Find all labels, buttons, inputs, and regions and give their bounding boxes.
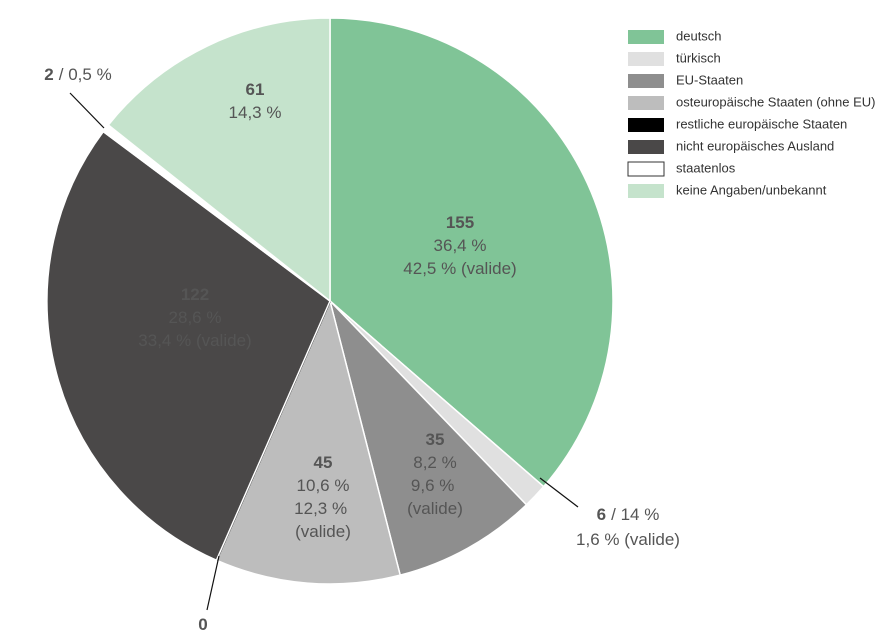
legend-label: nicht europäisches Ausland	[676, 138, 834, 153]
slice-valid: 1,6 % (valide)	[576, 530, 680, 549]
legend-swatch	[628, 96, 664, 110]
legend-swatch	[628, 184, 664, 198]
slice-count: 2	[44, 65, 53, 84]
slice-valid: 33,4 % (valide)	[138, 331, 251, 350]
legend-label: keine Angaben/unbekannt	[676, 182, 827, 197]
legend-swatch	[628, 74, 664, 88]
pie-slice	[328, 298, 528, 577]
slice-percent: 14,3 %	[229, 103, 282, 122]
slice-percent: 36,4 %	[434, 236, 487, 255]
slice-valid: 42,5 % (valide)	[403, 259, 516, 278]
leader-line	[539, 477, 579, 508]
slice-count: 45	[314, 453, 333, 472]
pie-slice	[329, 17, 614, 488]
legend-label: restliche europäische Staaten	[676, 116, 847, 131]
slice-count: 6	[597, 505, 606, 524]
legend-label: EU-Staaten	[676, 72, 743, 87]
slice-label: 2 / 0,5 %	[44, 65, 111, 84]
legend-swatch	[628, 30, 664, 44]
slice-valid-line: 9,6 %	[411, 476, 459, 495]
legend-swatch	[628, 140, 664, 154]
slice-count: 35	[426, 430, 445, 449]
slice-valid-line: 12,3 %	[294, 499, 352, 518]
pie-slice	[46, 130, 331, 562]
legend-swatch	[627, 161, 665, 177]
legend-label: deutsch	[676, 28, 722, 43]
slice-valid-line: (valide)	[407, 499, 463, 518]
slice-label: 6 / 14 %	[597, 505, 660, 524]
slice-percent: 28,6 %	[169, 308, 222, 327]
slice-percent: 10,6 %	[297, 476, 350, 495]
slice-valid-line: (valide)	[295, 522, 351, 541]
slice-count: 122	[181, 285, 209, 304]
pie-slice	[107, 17, 331, 303]
slice-valid: 12,3 % (valide)	[294, 499, 352, 541]
slice-percent: 8,2 %	[413, 453, 456, 472]
slice-percent: / 0,5 %	[59, 65, 112, 84]
legend-label: osteuropäische Staaten (ohne EU)	[676, 94, 875, 109]
pie-slice	[215, 298, 402, 585]
slice-label: 0	[198, 615, 207, 634]
legend-label: staatenlos	[676, 160, 736, 175]
slice-percent: / 14 %	[611, 505, 659, 524]
legend-label: türkisch	[676, 50, 721, 65]
slice-count: 61	[246, 80, 265, 99]
leader-line	[69, 92, 105, 129]
legend-swatch	[628, 52, 664, 66]
slice-count: 155	[446, 213, 474, 232]
legend-swatch	[628, 118, 664, 132]
leader-line	[206, 555, 220, 611]
slice-count: 0	[198, 615, 207, 634]
slice-valid: 9,6 % (valide)	[407, 476, 463, 518]
